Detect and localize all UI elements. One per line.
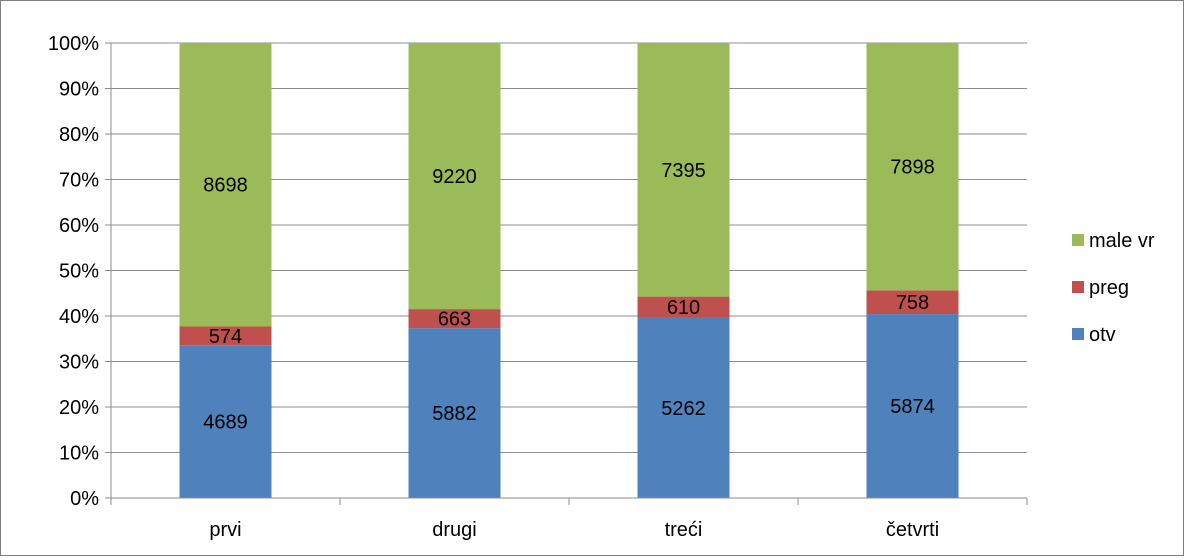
data-label: 5874 — [890, 396, 935, 418]
y-tick-label: 0% — [70, 488, 99, 510]
y-tick-label: 70% — [59, 170, 99, 192]
legend-swatch — [1072, 328, 1084, 340]
x-tick-label: četvrti — [886, 519, 939, 541]
data-label: 7395 — [661, 160, 706, 182]
data-label: 8698 — [203, 175, 248, 197]
y-tick-label: 60% — [59, 215, 99, 237]
bar-segment — [179, 345, 272, 498]
legend-entry: preg — [1072, 277, 1129, 299]
legend: male vr preg otv — [1072, 230, 1155, 346]
bar-segment — [179, 43, 272, 327]
bar-segment — [408, 309, 501, 329]
bar-segment — [866, 314, 959, 498]
y-tick-label: 100% — [48, 33, 99, 55]
legend-swatch — [1072, 234, 1084, 246]
y-tick-label: 30% — [59, 352, 99, 374]
data-label: 663 — [438, 309, 471, 331]
bar-segment — [408, 43, 501, 310]
legend-label: male vr — [1089, 230, 1155, 252]
data-label: 4689 — [203, 412, 248, 434]
data-label: 7898 — [890, 157, 935, 179]
data-label: 9220 — [432, 166, 477, 188]
data-label: 758 — [896, 292, 929, 314]
x-tick-label: treći — [665, 519, 703, 541]
y-tick-label: 80% — [59, 124, 99, 146]
y-tick-label: 10% — [59, 443, 99, 465]
axes: 0% 10% 20% 30% 40% 50% 60% 70% 80% 90% 100% prvi dru… — [48, 33, 1028, 541]
bar-segment — [866, 43, 959, 291]
legend-entry: male vr — [1072, 230, 1155, 252]
legend-label: otv — [1089, 324, 1116, 346]
x-tick-label: drugi — [432, 519, 476, 541]
legend-entry: otv — [1072, 324, 1116, 346]
y-tick-label: 90% — [59, 79, 99, 101]
data-labels: 4689 574 8698 5882 663 9220 5262 610 7395 5874 758… — [203, 157, 935, 434]
y-tick-label: 20% — [59, 397, 99, 419]
legend-label: preg — [1089, 277, 1129, 299]
bar-segment — [408, 328, 501, 498]
x-tick-label: prvi — [209, 519, 241, 541]
bar-segment — [637, 317, 730, 498]
y-tick-label: 50% — [59, 261, 99, 283]
legend-swatch — [1072, 281, 1084, 293]
data-label: 5262 — [661, 398, 706, 420]
data-label: 610 — [667, 297, 700, 319]
y-tick-label: 40% — [59, 306, 99, 328]
bar-segment — [179, 326, 272, 346]
bar-segment — [637, 43, 730, 297]
bars — [179, 43, 959, 498]
bar-segment — [637, 296, 730, 318]
bar-segment — [866, 290, 959, 315]
data-label: 574 — [209, 326, 242, 348]
data-label: 5882 — [432, 403, 477, 425]
